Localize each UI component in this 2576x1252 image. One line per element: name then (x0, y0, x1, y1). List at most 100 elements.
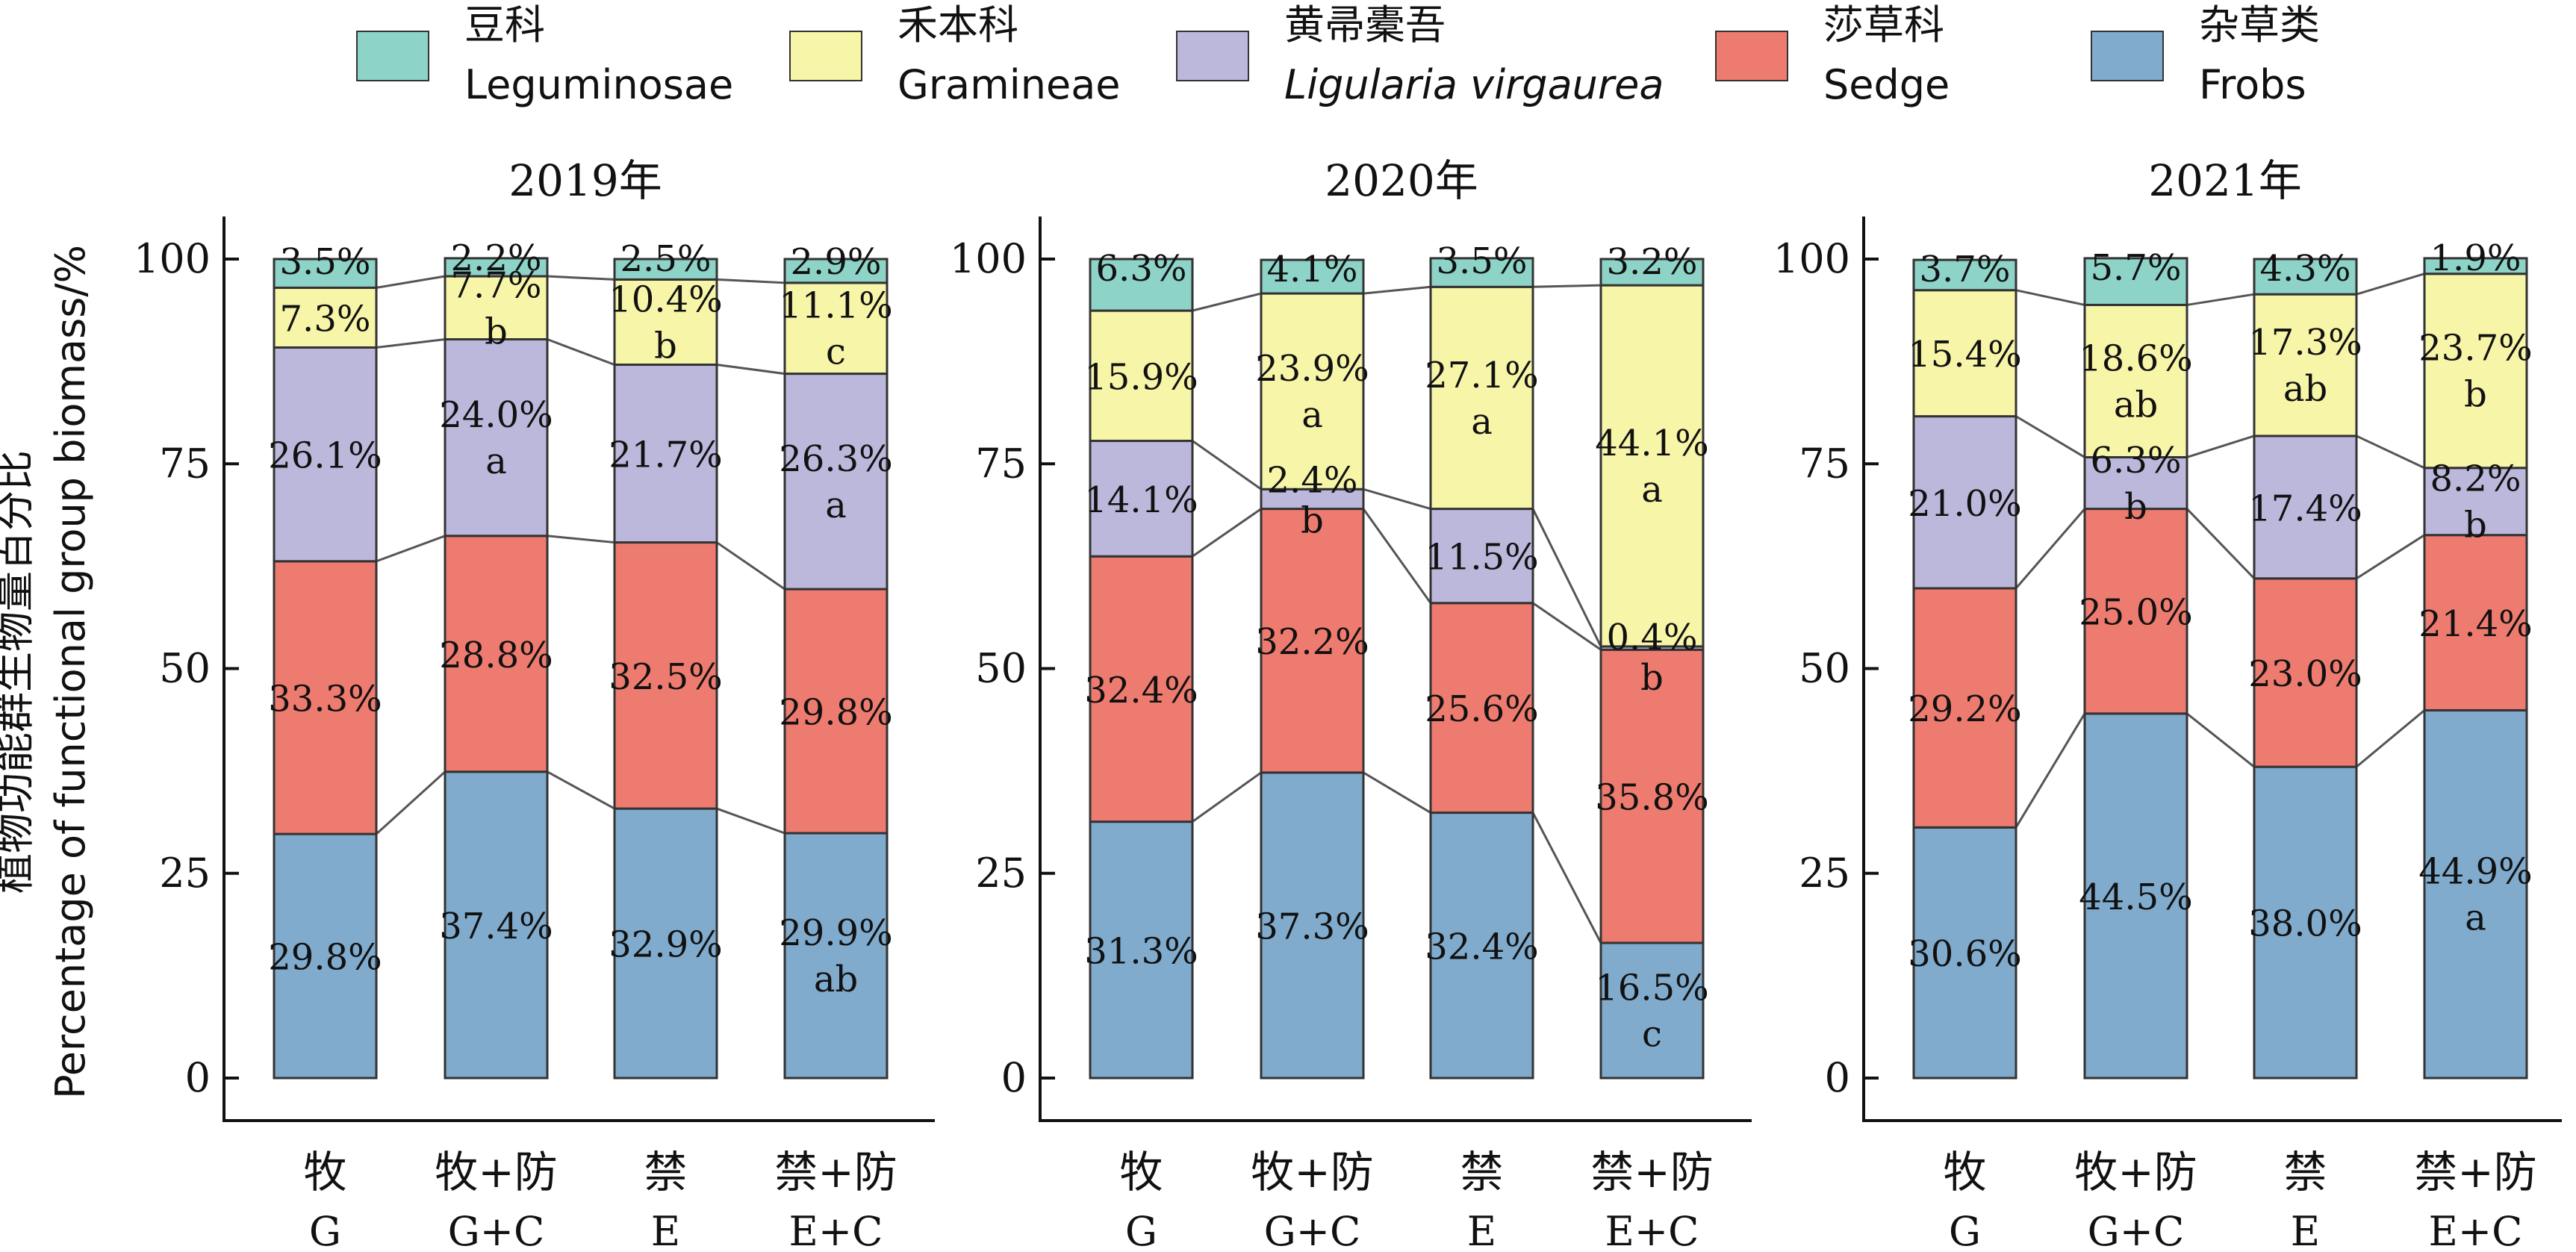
connector-line-grass (716, 278, 785, 284)
legend-label-cn-ligularia: 黄帚橐吾 (1284, 1, 1446, 49)
data-label-grass: 27.1% (1425, 355, 1538, 396)
bar-segment-ligularia (2253, 435, 2358, 580)
bar-stack: 30.6% 29.2% 21.0% 15.4% 3.7% (1908, 249, 2022, 1080)
significance-letter-grass: b (654, 325, 677, 367)
bar-segment-grass (1599, 284, 1705, 648)
bar-segment-legume (1912, 258, 2017, 292)
connector-line-forbs (1363, 771, 1431, 814)
data-label-grass: 11.1% (779, 285, 892, 327)
legend-swatch-grass (789, 31, 862, 81)
bar-stack: 44.5% 25.0% 6.3%b 18.6% ab 5.7% (2079, 247, 2193, 1080)
legend-label-cn-forbs: 杂草类 (2199, 1, 2320, 49)
bar-stack: 16.5%c 35.8% 0.4%b 44.1% a 3.2% (1595, 241, 1709, 1080)
category-label-cn: 牧 (1119, 1147, 1163, 1198)
bar-segment-forbs (1599, 941, 1705, 1080)
category-label-cn: 禁+防 (1590, 1147, 1714, 1198)
category-label-cn: 牧+防 (435, 1147, 558, 1198)
data-label-forbs: 37.3% (1255, 906, 1369, 947)
bar-stack: 38.0% 23.0% 17.4% 17.3%ab 4.3% (2248, 248, 2362, 1080)
data-label-legume: 3.5% (1437, 240, 1528, 282)
bar-segment-grass (2253, 293, 2358, 437)
data-label-forbs: 44.9% (2418, 851, 2532, 893)
data-label-ligularia: 14.1% (1084, 479, 1198, 521)
bar-segment-ligularia (2423, 467, 2528, 537)
connector-line-ligularia (1531, 508, 1602, 647)
data-label-legume: 3.5% (280, 241, 371, 283)
bar-segment-legume (1260, 258, 1365, 295)
data-label-grass: 23.9% (1255, 348, 1369, 390)
y-tick-label: 25 (1799, 850, 1850, 897)
legend-swatch-sedge (1715, 31, 1788, 81)
data-label-forbs: 29.9% (779, 912, 892, 954)
connector-line-ligularia (2015, 415, 2085, 458)
bar-stack: 32.9% 32.5% 21.7% 10.4% b 2.5% (609, 238, 723, 1080)
bar-segment-sedge (1599, 648, 1705, 944)
category-label-en: G (1949, 1208, 1981, 1252)
significance-letter-grass: a (1641, 469, 1663, 511)
data-label-grass: 44.1% (1595, 423, 1708, 464)
bar-segment-ligularia (1089, 440, 1194, 558)
connector-line-grass (376, 275, 446, 289)
connector-line-grass (1363, 285, 1431, 295)
legend: 豆科 Leguminosae 禾本科 Gramineae 黄帚橐吾 Ligularia v… (356, 1, 2320, 108)
y-tick-label: 75 (975, 440, 1027, 487)
connector-line-grass (1532, 284, 1602, 288)
category-label-cn: 牧+防 (1251, 1147, 1374, 1198)
y-tick-label: 0 (1001, 1054, 1027, 1101)
data-label-sedge: 29.8% (779, 692, 892, 734)
data-label-sedge: 32.5% (609, 656, 722, 698)
legend-item-ligularia: 黄帚橐吾 Ligularia virgaurea (1176, 1, 1664, 108)
bar-segment-sedge (1912, 587, 2017, 829)
bar-segment-sedge (2253, 577, 2358, 768)
bar-segment-forbs (1912, 826, 2017, 1080)
data-label-forbs: 32.9% (609, 924, 722, 966)
y-tick-label: 100 (950, 235, 1027, 282)
bar-segment-sedge (1089, 555, 1194, 823)
data-label-grass: 18.6% (2079, 337, 2192, 379)
connector-line-grass (2015, 289, 2085, 306)
connector-line-grass (1192, 292, 1262, 312)
bar-segment-ligularia (1912, 415, 2017, 590)
bar-segment-grass (1260, 292, 1365, 490)
bar-segment-forbs (1089, 820, 1194, 1080)
significance-letter-ligularia: b (2124, 486, 2147, 528)
significance-letter-ligularia: b (1640, 657, 1664, 699)
bar-segment-forbs (2083, 712, 2188, 1080)
data-label-ligularia: 0.4% (1607, 617, 1698, 658)
panel-3: 2021年 0 25 50 75 100 30.6% 29.2% 21.0% 15.4% 3.7% 牧… (1773, 155, 2562, 1252)
category-label-en: E+C (789, 1208, 883, 1252)
connector-line-sedge (547, 535, 615, 544)
data-label-legume: 6.3% (1096, 248, 1187, 290)
bar-segment-sedge (273, 560, 378, 835)
panel-title: 2020年 (1325, 155, 1478, 206)
data-label-legume: 3.2% (1607, 241, 1698, 283)
bar-stack: 44.9%a21.4%8.2%b23.7%b1.9% (2418, 237, 2533, 1080)
category-label-cn: 牧 (303, 1147, 346, 1198)
data-label-legume: 3.7% (1920, 249, 2011, 290)
bar-stack: 37.3% 32.2% 2.4%b 23.9%a 4.1% (1255, 249, 1369, 1080)
significance-letter-grass: c (826, 331, 846, 373)
bar-segment-legume (1089, 258, 1194, 312)
data-label-grass: 15.4% (1908, 334, 2021, 376)
y-tick-label: 75 (1799, 440, 1850, 487)
bar-segment-grass (273, 286, 378, 349)
data-label-sedge: 25.6% (1425, 688, 1538, 730)
data-label-ligularia: 11.5% (1425, 537, 1538, 579)
legend-label-cn-legume: 豆科 (464, 1, 545, 49)
bar-segment-forbs (1429, 812, 1534, 1080)
y-tick-label: 25 (975, 850, 1027, 897)
data-label-grass: 23.7% (2418, 328, 2532, 370)
bar-segment-sedge (2423, 534, 2528, 711)
legend-label-en-grass: Gramineae (897, 61, 1121, 108)
data-label-legume: 2.9% (791, 241, 882, 283)
data-label-sedge: 29.2% (1908, 688, 2021, 730)
legend-label-en-forbs: Frobs (2199, 61, 2306, 108)
bar-segment-sedge (2083, 508, 2188, 715)
data-label-forbs: 32.4% (1425, 926, 1538, 968)
significance-letter-ligularia: b (1301, 499, 1324, 541)
category-label-en: G+C (448, 1208, 545, 1252)
y-axis-title-cn: 植物功能群生物量百分比 (0, 450, 38, 894)
category-label-cn: 牧+防 (2074, 1147, 2197, 1198)
legend-swatch-ligularia (1176, 31, 1249, 81)
data-label-ligularia: 17.4% (2248, 488, 2362, 529)
